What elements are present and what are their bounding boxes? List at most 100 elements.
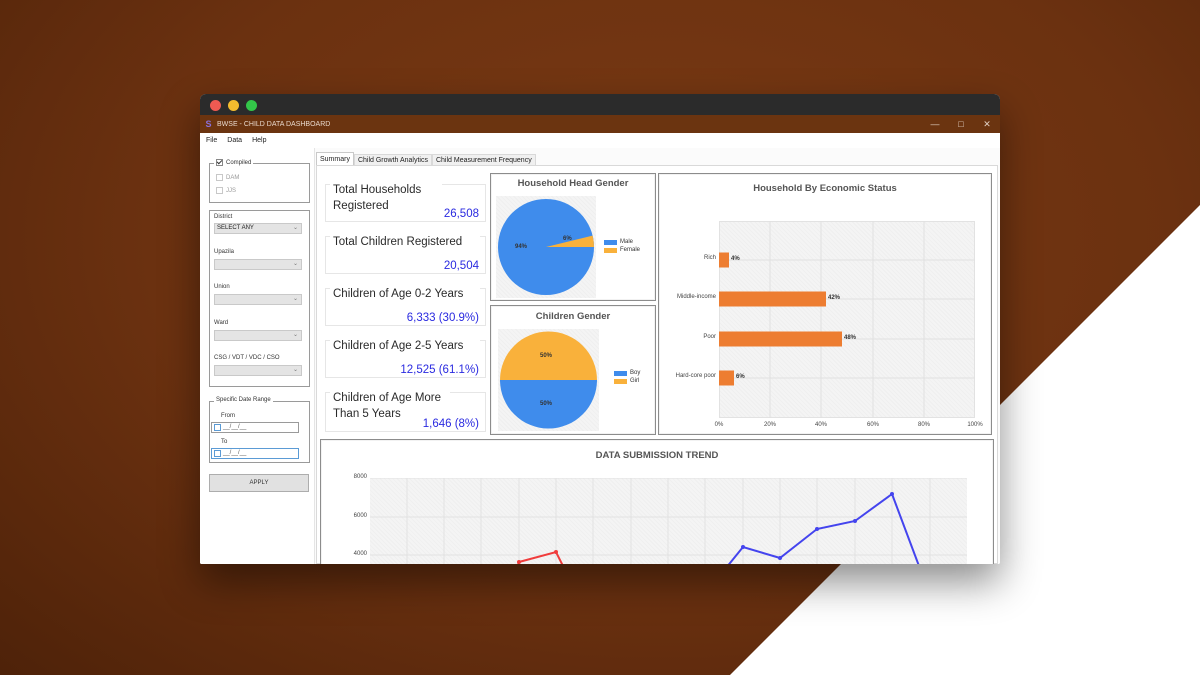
csg-label: CSG / VDT / VDC / CSO: [214, 355, 280, 361]
stat-card-age-2-5: Children of Age 2-5 Years 12,525 (61.1%): [325, 338, 486, 378]
children-gender-panel: Children Gender 50% 50% Boy Girl: [490, 305, 656, 435]
axis-tick: 4000: [353, 551, 367, 557]
pie-label-female: 6%: [563, 236, 572, 242]
children-gender-pie: [500, 331, 597, 429]
ward-label: Ward: [214, 320, 229, 326]
pie-label-girl: 50%: [540, 353, 553, 359]
chevron-down-icon: ⌄: [292, 296, 298, 302]
stat-title: Children of Age 2-5 Years: [330, 338, 480, 354]
pie-plot-area: 94% 6%: [496, 196, 596, 298]
title-bar: S BWSE - CHILD DATA DASHBOARD — □ ✕: [200, 115, 1000, 133]
chevron-down-icon: ⌄: [292, 261, 298, 267]
axis-tick: 8000: [353, 474, 367, 480]
compiled-label: Compiled: [226, 159, 252, 166]
minimize-traffic-light[interactable]: [228, 100, 239, 111]
dam-label: DAM: [226, 174, 240, 181]
to-date-checkbox[interactable]: [214, 450, 221, 457]
zoom-traffic-light[interactable]: [246, 100, 257, 111]
stat-card-households: Total Households Registered 26,508: [325, 182, 486, 222]
line-y-axis: 8000 6000 4000: [321, 474, 367, 564]
window-title: BWSE - CHILD DATA DASHBOARD: [217, 120, 331, 128]
union-select[interactable]: ⌄: [214, 294, 302, 305]
legend-label: Boy: [630, 370, 641, 376]
axis-tick: 60%: [866, 422, 880, 428]
axis-tick: 100%: [967, 422, 983, 428]
line-plot-area: [370, 478, 967, 564]
to-label: To: [221, 439, 228, 445]
compiled-checkbox[interactable]: [216, 159, 223, 166]
category-label: Hard-core poor: [675, 373, 716, 379]
pie-label-male: 94%: [515, 244, 528, 250]
chevron-down-icon: ⌄: [292, 225, 298, 231]
line-chart-svg: [370, 478, 967, 564]
jjs-checkbox[interactable]: [216, 187, 223, 194]
economic-status-panel: Household By Economic Status: [658, 173, 992, 435]
close-traffic-light[interactable]: [210, 100, 221, 111]
stat-title: Children of Age 0-2 Years: [330, 286, 480, 302]
dam-checkbox[interactable]: [216, 174, 223, 181]
app-window: S BWSE - CHILD DATA DASHBOARD — □ ✕ File…: [200, 94, 1000, 564]
tab-strip: Summary Child Growth Analytics Child Mea…: [316, 152, 536, 166]
ward-select[interactable]: ⌄: [214, 330, 302, 341]
to-date-value: __/__/__: [223, 450, 247, 456]
menu-help[interactable]: Help: [252, 137, 267, 144]
household-head-gender-panel: Household Head Gender 94% 6% Male Female: [490, 173, 656, 301]
from-date-value: __/__/__: [223, 424, 247, 430]
summary-tab-page: Total Households Registered 26,508 Total…: [316, 165, 998, 564]
bar-label-rich: 4%: [731, 256, 740, 262]
stat-title: Total Households Registered: [330, 182, 442, 214]
menu-bar: File Data Help: [200, 133, 1000, 148]
legend-label: Girl: [630, 378, 640, 384]
from-date-checkbox[interactable]: [214, 424, 221, 431]
menu-data[interactable]: Data: [227, 137, 243, 144]
source-groupbox: Compiled DAM JJS: [209, 159, 310, 203]
to-date-input[interactable]: __/__/__: [211, 448, 299, 459]
axis-tick: 20%: [763, 422, 777, 428]
district-value: SELECT ANY: [217, 225, 254, 231]
household-head-gender-pie: [498, 199, 594, 295]
legend-swatch-girl: [614, 378, 627, 384]
tab-summary[interactable]: Summary: [316, 152, 354, 166]
jjs-label: JJS: [226, 187, 237, 194]
client-area: Compiled DAM JJS District SELECT ANY ⌄ U…: [200, 148, 1000, 564]
union-label: Union: [214, 284, 230, 290]
bar-value-axis: 0% 20% 40% 60% 80% 100%: [715, 422, 983, 432]
bar-gridlines: [719, 221, 975, 418]
chart-title: DATA SUBMISSION TREND: [595, 450, 719, 461]
category-label: Rich: [703, 255, 716, 261]
stat-card-age-0-2: Children of Age 0-2 Years 6,333 (30.9%): [325, 286, 486, 326]
axis-tick: 40%: [814, 422, 828, 428]
district-label: District: [214, 214, 233, 220]
bar-plot-area: 4% 42% 48% 6%: [719, 221, 975, 418]
minimize-icon[interactable]: —: [930, 119, 940, 129]
chart-legend: Boy Girl: [614, 369, 640, 385]
maximize-icon[interactable]: □: [958, 119, 964, 129]
from-date-input[interactable]: __/__/__: [211, 422, 299, 433]
date-range-groupbox: Specific Date Range From __/__/__ To __/…: [209, 397, 310, 463]
axis-tick: 80%: [917, 422, 931, 428]
district-select[interactable]: SELECT ANY ⌄: [214, 223, 302, 234]
chart-title: Household By Economic Status: [753, 183, 897, 194]
stat-card-children: Total Children Registered 20,504: [325, 234, 486, 274]
category-label: Poor: [703, 334, 716, 340]
menu-file[interactable]: File: [206, 137, 218, 144]
axis-tick: 0%: [714, 422, 724, 428]
bar-label-hard-core-poor: 6%: [736, 374, 745, 380]
upazila-label: Upazila: [214, 249, 235, 255]
legend-label: Female: [620, 247, 641, 253]
pie-label-boy: 50%: [540, 401, 553, 407]
chart-title: Children Gender: [535, 311, 611, 322]
date-range-label: Specific Date Range: [214, 397, 273, 403]
from-label: From: [221, 413, 235, 419]
close-icon[interactable]: ✕: [983, 118, 991, 129]
upazila-select[interactable]: ⌄: [214, 259, 302, 270]
legend-swatch-female: [604, 247, 617, 253]
csg-select[interactable]: ⌄: [214, 365, 302, 376]
mac-window-chrome: [200, 94, 1000, 115]
stat-title: Children of Age More Than 5 Years: [330, 390, 450, 422]
tab-child-measurement-frequency[interactable]: Child Measurement Frequency: [431, 154, 536, 166]
apply-button[interactable]: APPLY: [209, 474, 309, 492]
chart-title: Household Head Gender: [517, 178, 629, 189]
filter-panel: Compiled DAM JJS District SELECT ANY ⌄ U…: [200, 148, 315, 564]
tab-child-growth-analytics[interactable]: Child Growth Analytics: [353, 154, 432, 166]
